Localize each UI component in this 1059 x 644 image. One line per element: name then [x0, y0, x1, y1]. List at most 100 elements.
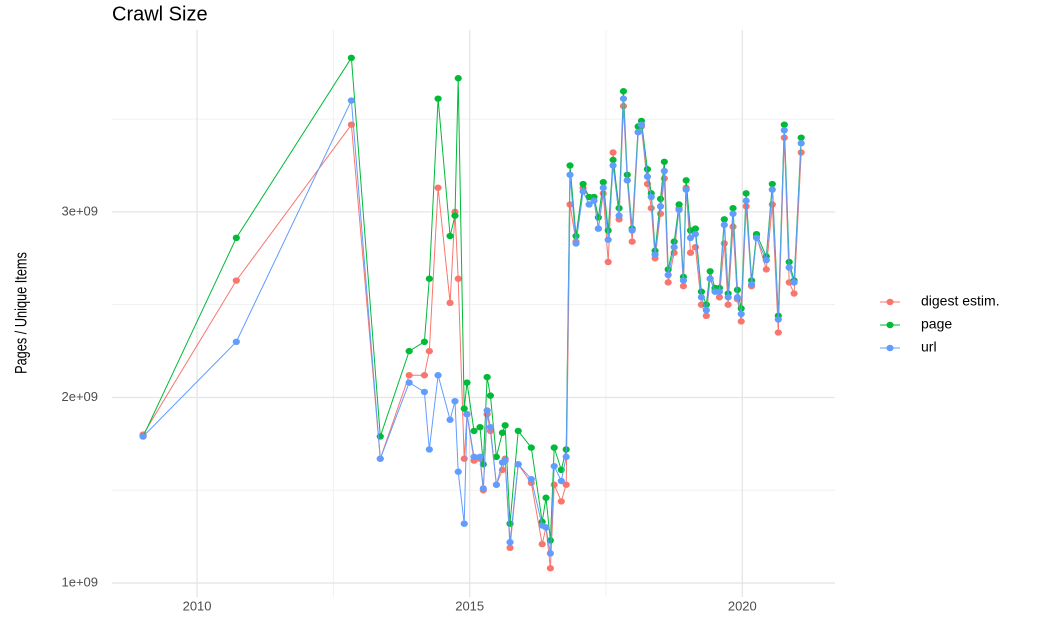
data-point	[729, 210, 737, 217]
data-point	[546, 550, 554, 557]
data-point	[451, 212, 459, 219]
data-point	[647, 204, 655, 212]
data-point	[562, 481, 570, 488]
data-point	[572, 240, 580, 247]
data-point	[715, 288, 724, 295]
data-point	[615, 212, 623, 219]
data-point	[733, 294, 742, 301]
chart-title: Crawl Size	[112, 3, 208, 25]
data-point	[347, 97, 355, 104]
data-point	[686, 234, 695, 242]
data-point	[486, 423, 495, 431]
data-point	[542, 524, 550, 531]
data-point	[604, 227, 612, 234]
data-point	[609, 156, 617, 164]
data-point	[405, 379, 413, 386]
data-point	[420, 338, 429, 346]
data-point	[460, 455, 468, 462]
data-point	[470, 453, 478, 461]
data-point	[697, 294, 706, 301]
data-point	[501, 422, 509, 429]
data-point	[651, 251, 659, 258]
legend-marker	[886, 344, 894, 352]
data-point	[454, 75, 462, 82]
data-point	[492, 481, 501, 488]
data-point	[232, 277, 240, 284]
legend-marker	[886, 298, 894, 306]
data-point	[656, 210, 665, 217]
data-point	[446, 232, 454, 240]
data-point	[664, 271, 672, 279]
data-point	[585, 201, 593, 208]
legend-label: page	[921, 316, 952, 332]
data-point	[774, 329, 782, 336]
data-point	[434, 372, 442, 379]
data-point	[542, 494, 550, 501]
data-point	[139, 433, 147, 440]
data-point	[656, 195, 665, 203]
data-point	[232, 338, 240, 346]
data-point	[774, 316, 782, 323]
data-point	[675, 206, 683, 214]
data-point	[619, 88, 628, 95]
data-point	[706, 268, 714, 275]
data-point	[434, 184, 442, 191]
data-point	[476, 453, 484, 461]
data-point	[550, 481, 558, 488]
data-point	[670, 243, 678, 251]
data-point	[768, 180, 776, 188]
data-point	[546, 565, 554, 572]
data-point	[797, 134, 805, 141]
data-point	[752, 234, 761, 242]
data-point	[579, 180, 587, 188]
data-point	[724, 294, 732, 301]
data-point	[604, 258, 612, 266]
data-point	[720, 221, 728, 229]
data-point	[486, 392, 495, 399]
data-point	[628, 238, 636, 245]
data-point	[660, 167, 668, 175]
data-point	[566, 162, 574, 169]
data-point	[506, 544, 514, 552]
data-point	[702, 307, 710, 314]
data-point	[623, 177, 631, 184]
data-point	[572, 232, 580, 240]
data-point	[562, 453, 570, 461]
data-point	[679, 282, 688, 290]
data-point	[715, 294, 724, 301]
data-point	[790, 279, 798, 286]
data-point	[566, 171, 574, 178]
data-point	[463, 379, 471, 386]
y-axis-label: Pages / Unique Items	[13, 252, 31, 374]
data-point	[514, 461, 522, 468]
data-point	[670, 238, 678, 245]
data-point	[527, 475, 535, 483]
data-point	[454, 275, 462, 282]
data-point	[724, 301, 732, 308]
data-point	[454, 468, 462, 475]
data-point	[647, 193, 655, 201]
data-point	[460, 520, 468, 527]
data-point	[643, 165, 652, 173]
data-point	[686, 249, 695, 256]
data-point	[768, 186, 776, 193]
data-point	[470, 427, 478, 435]
data-point	[720, 240, 728, 247]
data-point	[729, 204, 737, 212]
data-point	[697, 288, 706, 295]
data-point	[463, 410, 471, 418]
y-tick-label: 1e+09	[61, 575, 98, 590]
data-point	[706, 275, 714, 282]
data-point	[434, 95, 442, 102]
data-point	[762, 256, 770, 264]
data-point	[664, 279, 672, 286]
data-point	[720, 216, 728, 223]
data-point	[762, 266, 770, 273]
data-point	[737, 310, 745, 318]
data-point	[446, 299, 454, 307]
data-point	[538, 540, 546, 548]
data-point	[550, 444, 558, 451]
data-point	[780, 127, 788, 134]
data-point	[425, 275, 433, 282]
